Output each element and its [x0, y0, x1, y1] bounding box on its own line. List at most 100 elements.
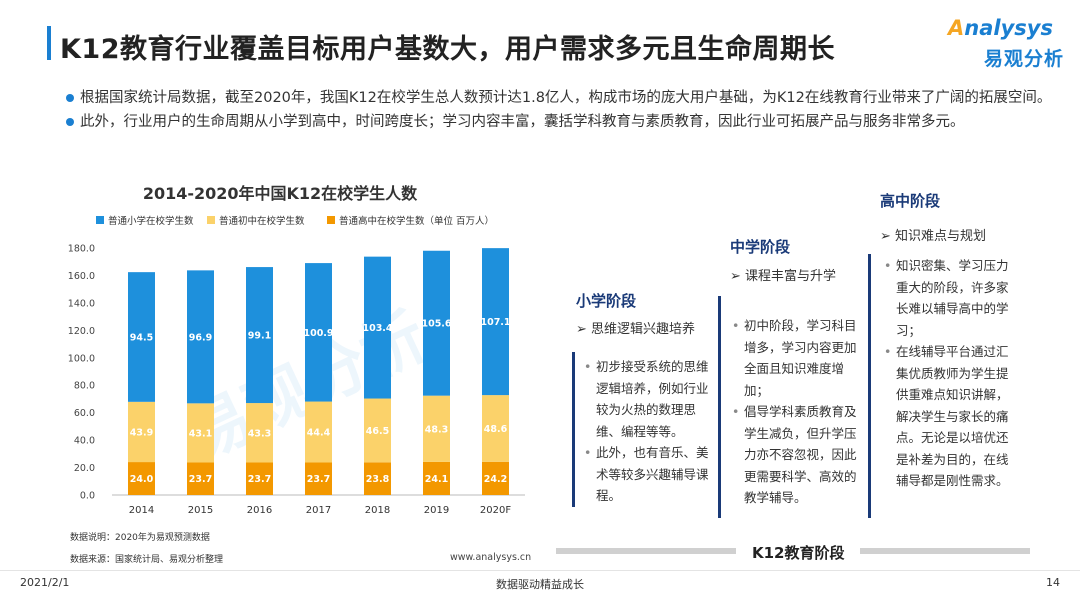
stage-item: • 初步接受系统的思维逻辑培养，例如行业较为火热的数理思维、编程等等。: [584, 359, 709, 439]
bar-segment: [423, 395, 450, 462]
bar-segment: [246, 462, 273, 495]
data-label: 103.4: [362, 323, 392, 334]
data-label: 24.0: [130, 474, 154, 485]
data-label: 23.7: [307, 474, 330, 485]
stage-divider-primary: [572, 352, 575, 507]
legend-label: 普通初中在校学生数: [219, 215, 305, 227]
stacked-bar-chart: 易观分析普通小学在校学生数普通初中在校学生数普通高中在校学生数（单位 百万人）0…: [68, 215, 525, 516]
bar-segment: [364, 398, 391, 463]
x-tick-label: 2015: [188, 505, 213, 516]
footer-slogan: 数据驱动精益成长: [496, 578, 584, 591]
bar-segment: [482, 395, 509, 462]
bar-segment: [423, 461, 450, 495]
website-url: www.analysys.cn: [450, 552, 532, 563]
bar-segment: [187, 462, 214, 495]
stage-divider-middle: [718, 296, 721, 518]
data-source: 数据来源：国家统计局、易观分析整理: [70, 555, 224, 565]
data-label: 100.9: [303, 328, 333, 339]
stage-list-primary: • 初步接受系统的思维逻辑培养，例如行业较为火热的数理思维、编程等等。 • 此外，也…: [582, 356, 710, 507]
data-label: 23.7: [189, 474, 212, 485]
logo-wordmark: Analysys: [948, 16, 1053, 40]
legend-label: 普通小学在校学生数: [108, 215, 194, 227]
data-label: 46.5: [366, 426, 389, 437]
data-label: 99.1: [248, 331, 271, 342]
data-label: 48.6: [484, 424, 508, 435]
y-tick-label: 180.0: [68, 244, 95, 255]
x-tick-label: 2017: [306, 505, 331, 516]
legend-label: 普通高中在校学生数（单位 百万人）: [339, 215, 494, 227]
data-label: 24.1: [425, 474, 448, 485]
stage-axis-line-left: [556, 548, 736, 554]
stage-item: • 在线辅导平台通过汇集优质教师为学生提供重难点知识讲解，解决学生与家长的痛点。无…: [884, 344, 1009, 488]
x-tick-label: 2016: [247, 505, 272, 516]
bar-segment: [187, 403, 214, 463]
stage-item: • 倡导学科素质教育及学生减负，但升学压力亦不容忽视，因此更需要科学、高效的教学辅…: [732, 404, 857, 505]
x-tick-label: 2018: [365, 505, 390, 516]
stage-heading-middle: 中学阶段: [730, 238, 791, 256]
logo-chinese: 易观分析: [984, 48, 1065, 70]
data-label: 23.7: [248, 474, 271, 485]
stage-sub-middle: ➢ 课程丰富与升学: [730, 269, 837, 284]
data-label: 48.3: [425, 424, 448, 435]
bar-segment: [305, 462, 332, 495]
legend-swatch: [207, 216, 215, 224]
data-note: 数据说明：2020年为易观预测数据: [70, 533, 210, 543]
analysys-logo: Analysys 易观分析: [948, 16, 1068, 74]
chart-title: 2014-2020年中国K12在校学生人数: [142, 184, 418, 203]
x-tick-label: 2014: [129, 505, 154, 516]
page-title: K12教育行业覆盖目标用户基数大，用户需求多元且生命周期长: [60, 34, 835, 65]
y-tick-label: 40.0: [74, 436, 95, 447]
data-label: 43.3: [248, 428, 271, 439]
data-label: 43.9: [130, 427, 153, 438]
page-number: 14: [1046, 576, 1060, 589]
intro-bullet: 此外，行业用户的生命周期从小学到高中，时间跨度长；学习内容丰富，囊括学科教育与素…: [66, 110, 1056, 134]
data-label: 43.1: [189, 428, 212, 439]
stage-item: • 知识密集、学习压力重大的阶段，许多家长难以辅导高中的学习；: [884, 258, 1009, 338]
data-label: 105.6: [421, 319, 451, 330]
data-label: 44.4: [307, 428, 331, 439]
title-accent-bar: [47, 26, 51, 60]
bar-segment: [305, 401, 332, 463]
y-tick-label: 100.0: [68, 353, 95, 364]
data-label: 96.9: [189, 332, 212, 343]
bar-segment: [305, 263, 332, 402]
data-label: 107.1: [480, 317, 510, 328]
intro-bullets: 根据国家统计局数据，截至2020年，我国K12在校学生总人数预计达1.8亿人，构…: [66, 86, 1056, 134]
y-tick-label: 20.0: [74, 463, 95, 474]
stage-list-high: • 知识密集、学习压力重大的阶段，许多家长难以辅导高中的学习； • 在线辅导平台通过…: [882, 255, 1010, 492]
bar-segment: [187, 270, 214, 404]
y-tick-label: 0.0: [80, 491, 95, 502]
bar-segment: [246, 267, 273, 404]
bar-segment: [364, 462, 391, 495]
legend-swatch: [96, 216, 104, 224]
bar-segment: [423, 250, 450, 396]
y-tick-label: 140.0: [68, 298, 95, 309]
x-tick-label: 2019: [424, 505, 449, 516]
data-label: 23.8: [366, 474, 390, 485]
footer-date: 2021/2/1: [20, 576, 70, 589]
bar-segment: [128, 272, 155, 402]
bar-segment: [482, 461, 509, 495]
stage-heading-primary: 小学阶段: [576, 292, 637, 310]
stage-sub-high: ➢ 知识难点与规划: [880, 229, 987, 244]
y-tick-label: 60.0: [74, 408, 95, 419]
bar-segment: [482, 248, 509, 396]
bar-segment: [128, 462, 155, 495]
bar-segment: [128, 401, 155, 463]
bar-segment: [364, 256, 391, 399]
x-tick-label: 2020F: [480, 505, 511, 516]
stage-heading-high: 高中阶段: [880, 192, 941, 210]
bar-segment: [246, 403, 273, 463]
stage-divider-high: [868, 254, 871, 518]
data-label: 24.2: [484, 474, 507, 485]
bullet-dot-icon: [66, 94, 74, 102]
stage-sub-primary: ➢ 思维逻辑兴趣培养: [576, 322, 696, 337]
legend-swatch: [327, 216, 335, 224]
y-tick-label: 80.0: [74, 381, 95, 392]
y-tick-label: 120.0: [68, 326, 95, 337]
footer-divider: [0, 570, 1080, 571]
data-label: 94.5: [130, 332, 153, 343]
stage-axis-label: K12教育阶段: [752, 544, 845, 562]
stage-list-middle: • 初中阶段，学习科目增多，学习内容更加全面且知识难度增加； • 倡导学科素质教育及…: [730, 315, 858, 509]
bullet-dot-icon: [66, 118, 74, 126]
